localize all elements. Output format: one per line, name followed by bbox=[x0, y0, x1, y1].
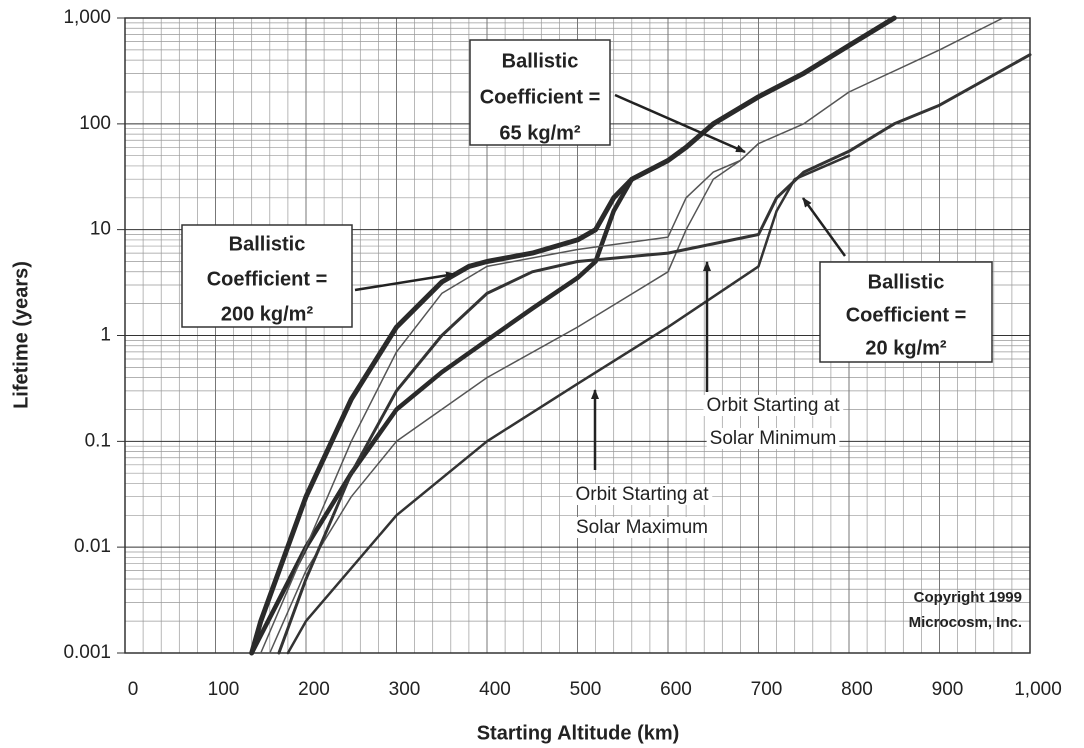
y-tick-label: 0.01 bbox=[74, 536, 111, 557]
annotation-arrow bbox=[614, 93, 746, 154]
line bbox=[249, 176, 635, 656]
x-tick-label: 300 bbox=[389, 679, 421, 700]
y-axis-label: Lifetime (years) bbox=[10, 261, 32, 409]
x-tick-label: 600 bbox=[660, 679, 692, 700]
annotation-arrow bbox=[354, 271, 456, 292]
x-tick-label: 1,000 bbox=[1014, 679, 1062, 700]
annotation-text: 200 kg/m² bbox=[221, 303, 314, 325]
annotation-bg bbox=[703, 395, 844, 417]
annotation-text: 65 kg/m² bbox=[499, 122, 580, 144]
y-tick-label: 0.001 bbox=[63, 642, 111, 663]
annotation-text: Coefficient = bbox=[846, 304, 967, 326]
annotation-text: Solar Maximum bbox=[576, 517, 708, 538]
x-tick-label: 500 bbox=[570, 679, 602, 700]
x-tick-label: 200 bbox=[298, 679, 330, 700]
annotation-text: Copyright 1999 bbox=[914, 589, 1022, 606]
line bbox=[286, 154, 851, 655]
annotation-text: 20 kg/m² bbox=[865, 337, 946, 359]
annotation-bg bbox=[572, 484, 713, 506]
annotation-text: Ballistic bbox=[868, 271, 945, 293]
annotation-bg bbox=[706, 428, 840, 450]
x-tick-label: 700 bbox=[751, 679, 783, 700]
line bbox=[277, 53, 1032, 655]
annotation-text: Orbit Starting at bbox=[706, 395, 840, 416]
y-tick-label: 1,000 bbox=[63, 7, 111, 28]
annotation-text: Coefficient = bbox=[207, 268, 328, 290]
line bbox=[249, 15, 897, 656]
annotation-box bbox=[181, 224, 353, 328]
annotation-text: Ballistic bbox=[229, 233, 306, 255]
line bbox=[260, 17, 1004, 654]
x-tick-label: 800 bbox=[841, 679, 873, 700]
annotation-box bbox=[469, 39, 611, 146]
x-tick-label: 900 bbox=[932, 679, 964, 700]
y-tick-label: 1 bbox=[100, 325, 111, 346]
annotation-text: Orbit Starting at bbox=[575, 484, 709, 505]
x-tick-label: 400 bbox=[479, 679, 511, 700]
annotation-text: Coefficient = bbox=[480, 86, 601, 108]
annotation-text: Microcosm, Inc. bbox=[909, 614, 1022, 631]
annotation-text: Solar Minimum bbox=[710, 428, 837, 449]
x-tick-label: 100 bbox=[208, 679, 240, 700]
x-axis-label: Starting Altitude (km) bbox=[477, 722, 680, 744]
plot-frame bbox=[124, 17, 1031, 654]
annotation-box bbox=[819, 261, 993, 363]
y-tick-label: 10 bbox=[90, 219, 111, 240]
y-tick-label: 0.1 bbox=[85, 430, 111, 451]
annotation-text: Ballistic bbox=[502, 50, 579, 72]
annotation-bg bbox=[573, 517, 711, 539]
y-tick-label: 100 bbox=[79, 113, 111, 134]
x-tick-label: 0 bbox=[128, 679, 139, 700]
line bbox=[269, 142, 760, 654]
annotation-arrow bbox=[801, 197, 847, 257]
